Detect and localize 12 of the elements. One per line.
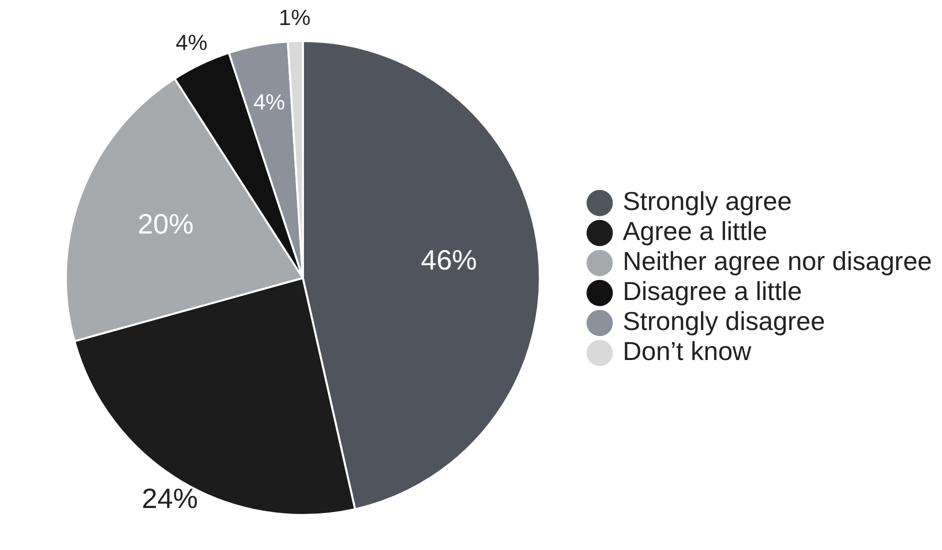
data-label: 1% [278, 5, 311, 30]
data-label: 24% [142, 482, 198, 514]
data-label: 46% [420, 244, 477, 276]
data-label: 4% [253, 90, 286, 115]
legend-label: Strongly disagree [622, 306, 826, 336]
legend-label: Disagree a little [622, 276, 802, 306]
legend-label: Neither agree nor disagree [622, 246, 932, 276]
legend-label: Agree a little [622, 216, 768, 246]
legend-label: Don’t know [622, 336, 752, 366]
legend-label: Strongly agree [622, 186, 792, 216]
data-label: 20% [138, 208, 194, 240]
data-label: 4% [176, 30, 208, 56]
